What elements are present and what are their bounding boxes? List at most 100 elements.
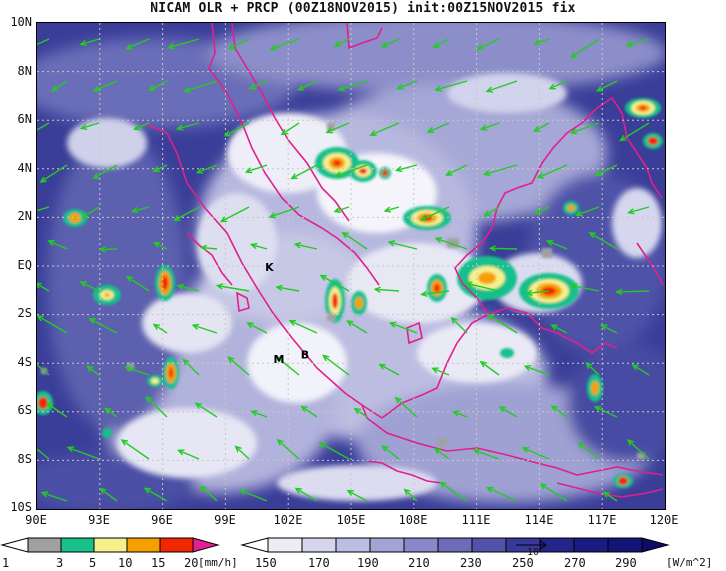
station-label: M — [274, 353, 285, 366]
wind-vector — [550, 324, 568, 334]
precip-cb-label: 20 — [184, 556, 199, 570]
wind-vector — [346, 320, 368, 334]
wind-vector — [176, 283, 200, 292]
wind-vector — [476, 38, 500, 50]
wind-vector — [227, 38, 250, 50]
wind-vector — [191, 323, 218, 334]
wind-vector — [290, 164, 318, 180]
wind-vector — [341, 231, 368, 250]
precip-cb-swatch — [93, 537, 128, 553]
wind-vector — [269, 38, 300, 51]
olr-cb-swatch — [335, 537, 371, 553]
wind-vector — [434, 237, 468, 250]
wind-vector — [420, 290, 450, 298]
lat-tick: EQ — [17, 258, 32, 272]
lon-tick: 120E — [649, 513, 679, 527]
wind-vector — [37, 282, 50, 292]
lat-tick: 10S — [10, 500, 32, 514]
wind-vector — [219, 206, 250, 223]
wind-vector — [482, 164, 518, 177]
station-label: K — [265, 261, 274, 274]
wind-vector — [238, 489, 268, 502]
wind-vector — [451, 410, 468, 418]
lon-tick: 90E — [25, 513, 47, 527]
olr-cb-swatch — [403, 537, 439, 553]
olr-colorbar — [240, 537, 670, 553]
wind-vector — [433, 447, 450, 460]
wind-vector — [419, 206, 450, 221]
olr-cb-swatch — [267, 537, 303, 553]
wind-vector — [575, 206, 600, 217]
lat-tick: 4S — [17, 355, 32, 369]
precip-cb-label: 10 — [118, 556, 133, 570]
wind-vector — [215, 283, 250, 292]
wind-vector — [536, 164, 568, 179]
wind-vector — [79, 281, 100, 292]
lon-tick: 102E — [273, 513, 303, 527]
olr-cb-label: 290 — [615, 556, 637, 570]
lon-tick: 108E — [398, 513, 428, 527]
wind-vector — [152, 164, 168, 172]
wind-vector — [37, 122, 50, 131]
wind-vector — [37, 315, 68, 334]
wind-vector — [431, 367, 450, 376]
olr-cb-label: 150 — [255, 556, 277, 570]
precip-cb-label: 1 — [2, 556, 10, 570]
wind-vector-field — [37, 38, 650, 502]
wind-vector — [199, 485, 218, 502]
precip-cb-label: 15 — [151, 556, 166, 570]
lon-tick: 114E — [524, 513, 554, 527]
wind-vector — [380, 38, 400, 48]
olr-cb-swatch — [437, 537, 473, 553]
wind-vector — [525, 289, 550, 297]
olr-cb-swatch — [471, 537, 507, 553]
wind-vector — [602, 491, 618, 502]
wind-vector — [445, 164, 468, 176]
wind-vector — [175, 122, 200, 131]
precip-cb-label: 5 — [89, 556, 97, 570]
wind-vector — [333, 206, 350, 214]
wind-vector — [533, 38, 550, 46]
olr-cb-label: 250 — [512, 556, 534, 570]
wind-vector — [625, 38, 650, 48]
lat-tick: 4N — [17, 161, 32, 175]
wind-vector — [333, 38, 350, 47]
wind-vector — [182, 358, 200, 376]
precip-cb-high-arrow — [192, 537, 220, 553]
map-canvas: K M B — [37, 23, 665, 509]
wind-vector — [293, 242, 318, 250]
wind-vector — [569, 38, 600, 59]
wind-vector — [40, 491, 68, 502]
wind-vector — [381, 445, 400, 460]
wind-vector — [521, 446, 550, 460]
wind-vector — [319, 274, 350, 292]
wind-vector — [483, 206, 500, 217]
wind-vector — [148, 80, 168, 91]
wind-vector — [569, 283, 600, 292]
olr-cb-swatch — [369, 537, 405, 553]
precip-cb-label: 3 — [56, 556, 64, 570]
precip-colorbar — [0, 537, 220, 553]
olr-cb-label: 270 — [564, 556, 586, 570]
lon-tick: 111E — [461, 513, 491, 527]
wind-vector — [92, 80, 118, 92]
wind-vector — [37, 38, 50, 46]
precip-cb-low-arrow — [0, 537, 29, 553]
wind-vector — [145, 395, 168, 418]
precip-cb-unit: [mm/h] — [198, 556, 238, 569]
wind-vector — [387, 240, 418, 250]
precip-cb-swatch — [159, 537, 194, 553]
olr-cb-label: 210 — [408, 556, 430, 570]
wind-vector — [79, 122, 100, 131]
wind-vector — [120, 439, 150, 460]
lat-tick: 8S — [17, 452, 32, 466]
wind-vector — [594, 164, 618, 176]
wind-vector — [143, 487, 168, 502]
olr-cb-unit: [W/m^2] — [666, 556, 713, 569]
wind-vector — [250, 410, 268, 418]
wind-vector — [296, 80, 318, 91]
lat-tick: 10N — [10, 15, 32, 29]
wind-vector — [403, 488, 418, 502]
wind-vector — [334, 164, 368, 178]
wind-vector — [378, 363, 400, 376]
